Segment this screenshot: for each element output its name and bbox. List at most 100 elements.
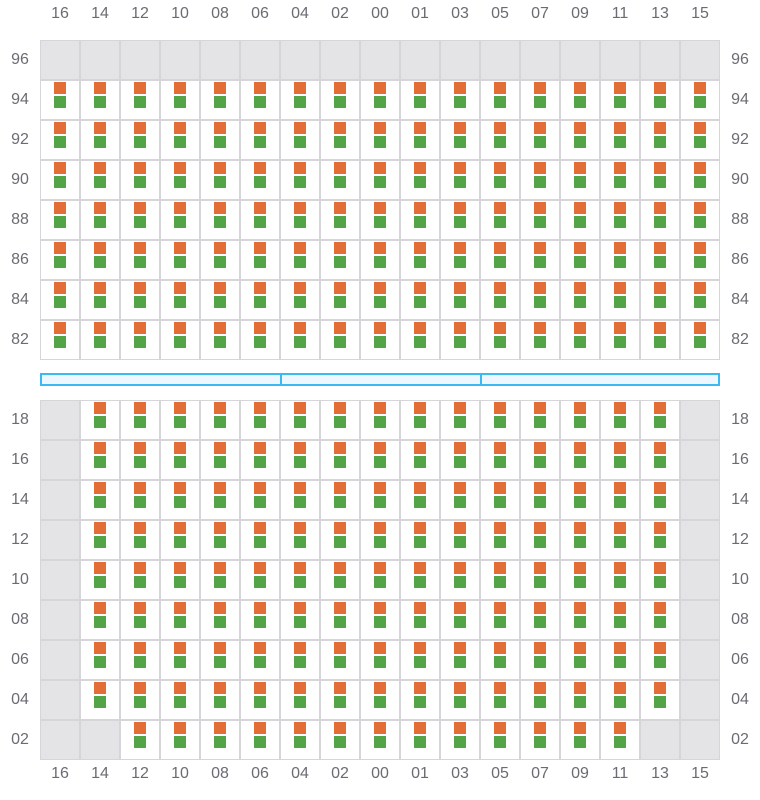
grid-cell[interactable]	[240, 480, 280, 520]
grid-cell[interactable]	[400, 480, 440, 520]
grid-cell[interactable]	[320, 680, 360, 720]
grid-cell[interactable]	[80, 480, 120, 520]
grid-cell[interactable]	[40, 80, 80, 120]
grid-cell[interactable]	[240, 160, 280, 200]
grid-cell[interactable]	[520, 440, 560, 480]
grid-cell[interactable]	[160, 280, 200, 320]
grid-cell[interactable]	[640, 120, 680, 160]
grid-cell[interactable]	[360, 680, 400, 720]
grid-cell[interactable]	[200, 480, 240, 520]
grid-cell[interactable]	[240, 280, 280, 320]
grid-cell[interactable]	[160, 640, 200, 680]
grid-cell[interactable]	[480, 680, 520, 720]
grid-cell[interactable]	[480, 280, 520, 320]
grid-cell[interactable]	[520, 680, 560, 720]
grid-cell[interactable]	[160, 440, 200, 480]
grid-cell[interactable]	[360, 400, 400, 440]
grid-cell[interactable]	[480, 720, 520, 760]
grid-cell[interactable]	[320, 120, 360, 160]
grid-cell[interactable]	[360, 160, 400, 200]
grid-cell[interactable]	[560, 720, 600, 760]
grid-cell[interactable]	[640, 240, 680, 280]
grid-cell[interactable]	[200, 240, 240, 280]
grid-cell[interactable]	[160, 240, 200, 280]
grid-cell[interactable]	[240, 80, 280, 120]
grid-cell[interactable]	[440, 320, 480, 360]
grid-cell[interactable]	[240, 600, 280, 640]
grid-cell[interactable]	[160, 560, 200, 600]
divider-segment[interactable]	[280, 373, 482, 386]
grid-cell[interactable]	[200, 720, 240, 760]
grid-cell[interactable]	[680, 200, 720, 240]
grid-cell[interactable]	[40, 320, 80, 360]
grid-cell[interactable]	[240, 200, 280, 240]
grid-cell[interactable]	[440, 560, 480, 600]
grid-cell[interactable]	[440, 600, 480, 640]
grid-cell[interactable]	[80, 80, 120, 120]
grid-cell[interactable]	[80, 120, 120, 160]
grid-cell[interactable]	[160, 400, 200, 440]
grid-cell[interactable]	[40, 120, 80, 160]
grid-cell[interactable]	[520, 80, 560, 120]
grid-cell[interactable]	[400, 600, 440, 640]
grid-cell[interactable]	[120, 520, 160, 560]
grid-cell[interactable]	[400, 160, 440, 200]
grid-cell[interactable]	[80, 400, 120, 440]
grid-cell[interactable]	[560, 440, 600, 480]
grid-cell[interactable]	[480, 480, 520, 520]
grid-cell[interactable]	[400, 320, 440, 360]
grid-cell[interactable]	[600, 200, 640, 240]
grid-cell[interactable]	[40, 160, 80, 200]
grid-cell[interactable]	[640, 680, 680, 720]
grid-cell[interactable]	[440, 400, 480, 440]
grid-cell[interactable]	[480, 120, 520, 160]
grid-cell[interactable]	[560, 600, 600, 640]
grid-cell[interactable]	[600, 520, 640, 560]
grid-cell[interactable]	[80, 520, 120, 560]
grid-cell[interactable]	[440, 280, 480, 320]
grid-cell[interactable]	[400, 120, 440, 160]
grid-cell[interactable]	[160, 120, 200, 160]
grid-cell[interactable]	[120, 120, 160, 160]
grid-cell[interactable]	[360, 440, 400, 480]
grid-cell[interactable]	[480, 240, 520, 280]
grid-cell[interactable]	[680, 160, 720, 200]
grid-cell[interactable]	[600, 80, 640, 120]
grid-cell[interactable]	[40, 240, 80, 280]
grid-cell[interactable]	[280, 720, 320, 760]
grid-cell[interactable]	[440, 240, 480, 280]
grid-cell[interactable]	[160, 80, 200, 120]
grid-cell[interactable]	[200, 120, 240, 160]
grid-cell[interactable]	[320, 440, 360, 480]
grid-cell[interactable]	[320, 520, 360, 560]
grid-cell[interactable]	[520, 240, 560, 280]
grid-cell[interactable]	[400, 400, 440, 440]
grid-cell[interactable]	[600, 400, 640, 440]
grid-cell[interactable]	[600, 120, 640, 160]
grid-cell[interactable]	[320, 240, 360, 280]
grid-cell[interactable]	[320, 640, 360, 680]
grid-cell[interactable]	[640, 560, 680, 600]
grid-cell[interactable]	[480, 320, 520, 360]
grid-cell[interactable]	[320, 160, 360, 200]
grid-cell[interactable]	[520, 720, 560, 760]
grid-cell[interactable]	[680, 80, 720, 120]
grid-cell[interactable]	[360, 320, 400, 360]
grid-cell[interactable]	[80, 600, 120, 640]
grid-cell[interactable]	[280, 160, 320, 200]
grid-cell[interactable]	[600, 600, 640, 640]
grid-cell[interactable]	[360, 640, 400, 680]
grid-cell[interactable]	[440, 480, 480, 520]
grid-cell[interactable]	[80, 160, 120, 200]
grid-cell[interactable]	[400, 560, 440, 600]
grid-cell[interactable]	[640, 440, 680, 480]
grid-cell[interactable]	[400, 640, 440, 680]
grid-cell[interactable]	[360, 480, 400, 520]
grid-cell[interactable]	[560, 640, 600, 680]
grid-cell[interactable]	[240, 640, 280, 680]
grid-cell[interactable]	[160, 520, 200, 560]
grid-cell[interactable]	[120, 480, 160, 520]
grid-cell[interactable]	[360, 720, 400, 760]
grid-cell[interactable]	[400, 200, 440, 240]
grid-cell[interactable]	[400, 440, 440, 480]
